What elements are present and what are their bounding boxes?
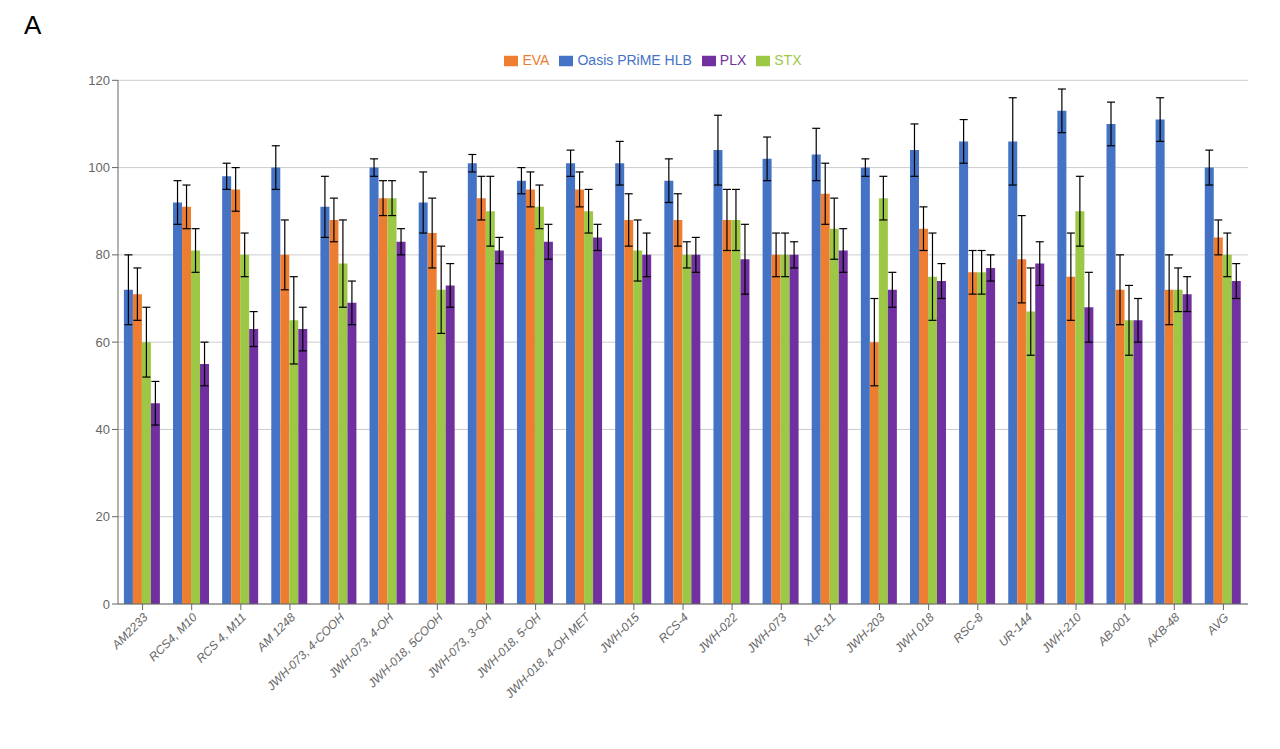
svg-text:JWH-073: JWH-073: [743, 610, 789, 656]
svg-text:XLR-11: XLR-11: [800, 610, 839, 649]
html-text:Oasis PRiME HLB: Oasis PRiME HLB: [577, 52, 692, 68]
svg-text:UR-144: UR-144: [996, 610, 1035, 649]
svg-text:AVG: AVG: [1204, 610, 1232, 638]
svg-text:JWH-018, 4-OH MET: JWH-018, 4-OH MET: [502, 609, 594, 701]
svg-text:RCS 4, M11: RCS 4, M11: [193, 610, 248, 665]
svg-text:60: 60: [96, 335, 110, 350]
html-text:PLX: PLX: [719, 52, 747, 68]
svg-text:RCS-4: RCS-4: [656, 610, 692, 646]
svg-text:100: 100: [88, 160, 110, 175]
svg-text:JWH-073, 4-OH: JWH-073, 4-OH: [326, 610, 397, 681]
html-text:A: A: [24, 10, 42, 40]
svg-text:40: 40: [96, 422, 110, 437]
svg-text:20: 20: [96, 509, 110, 524]
svg-text:RSC-8: RSC-8: [951, 610, 987, 646]
svg-text:RCS4, M10: RCS4, M10: [146, 610, 200, 664]
svg-text:JWH-073, 4-COOH: JWH-073, 4-COOH: [264, 610, 348, 694]
svg-text:0: 0: [103, 597, 110, 612]
svg-text:JWH-073, 3-OH: JWH-073, 3-OH: [424, 610, 495, 681]
svg-text:JWH-018, 5-OH: JWH-018, 5-OH: [473, 610, 544, 681]
svg-text:JWH-022: JWH-022: [694, 610, 740, 656]
svg-text:AB-001: AB-001: [1094, 610, 1133, 649]
svg-text:JWH-015: JWH-015: [596, 610, 642, 656]
svg-text:120: 120: [88, 73, 110, 88]
svg-text:JWH-203: JWH-203: [842, 610, 888, 656]
svg-text:AKB-48: AKB-48: [1143, 610, 1183, 650]
svg-text:80: 80: [96, 247, 110, 262]
svg-text:JWH-210: JWH-210: [1038, 610, 1084, 656]
svg-text:AM 1248: AM 1248: [254, 610, 299, 655]
html-text:EVA: EVA: [522, 52, 550, 68]
html-text:STX: STX: [774, 52, 802, 68]
svg-text:JWH-018, 5COOH: JWH-018, 5COOH: [365, 610, 446, 691]
svg-text:JWH 018: JWH 018: [891, 610, 937, 656]
svg-text:AM2233: AM2233: [108, 610, 150, 652]
